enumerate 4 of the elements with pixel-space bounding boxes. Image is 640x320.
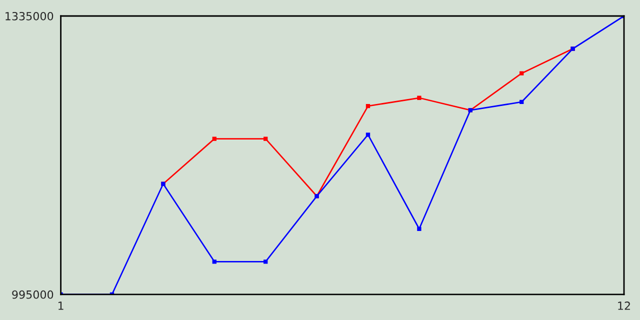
- y-tick-label: 1335000: [6, 12, 54, 20]
- x-tick-label: 1: [58, 302, 64, 310]
- y-tick-label: 995000: [12, 290, 54, 299]
- x-tick-label: 12: [618, 302, 630, 310]
